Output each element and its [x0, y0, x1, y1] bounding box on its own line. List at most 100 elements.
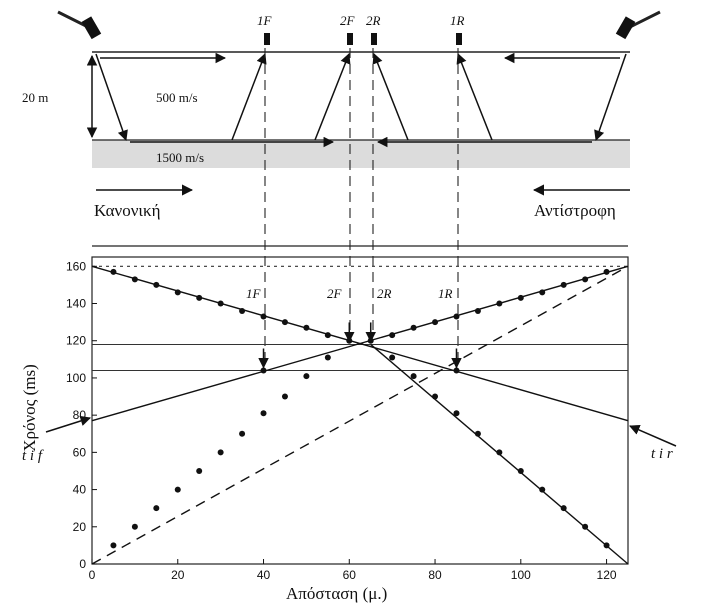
y-tick-label-60: 60 [73, 445, 87, 459]
data-point-38 [411, 373, 417, 379]
reverse-label: Αντίστροφη [534, 201, 616, 221]
annotation-arrows [264, 322, 457, 367]
geophone-icon-1f [264, 33, 270, 45]
x-ticks: 0 20 40 60 80 100 120 [89, 559, 617, 582]
data-point-32 [518, 295, 524, 301]
data-point-40 [453, 410, 459, 416]
plot-frame [92, 257, 628, 564]
hammer-icon-right [616, 12, 660, 39]
data-point-8 [282, 394, 288, 400]
data-point-28 [432, 319, 438, 325]
geophone-icon-2f [347, 33, 353, 45]
data-point-47 [604, 542, 610, 548]
data-point-3 [175, 487, 181, 493]
data-point-11 [110, 269, 116, 275]
data-point-19 [282, 319, 288, 325]
data-point-14 [175, 289, 181, 295]
projection-lines [265, 48, 458, 360]
forward-label: Κανονική [94, 201, 160, 221]
data-point-39 [432, 394, 438, 400]
intercept-arrow-reverse [630, 426, 676, 446]
plot-label-2f: 2F [327, 286, 341, 302]
y-tick-label-120: 120 [66, 334, 86, 348]
data-point-2 [153, 505, 159, 511]
intercept-arrow-forward [46, 418, 90, 432]
data-point-44 [539, 487, 545, 493]
data-points [110, 269, 609, 549]
data-point-29 [453, 314, 459, 320]
y-tick-label-160: 160 [66, 259, 86, 273]
upgoing-ray-1r [458, 54, 492, 140]
data-point-15 [196, 295, 202, 301]
data-point-1 [132, 524, 138, 530]
data-point-7 [261, 410, 267, 416]
x-tick-label-40: 40 [257, 568, 271, 582]
data-point-4 [196, 468, 202, 474]
geophone-label-1r: 1R [450, 13, 464, 29]
depth-label: 20 m [22, 90, 48, 106]
geophone-label-2f: 2F [340, 13, 354, 29]
x-tick-label-80: 80 [428, 568, 442, 582]
y-tick-label-140: 140 [66, 297, 86, 311]
data-point-20 [303, 325, 309, 331]
data-point-35 [582, 276, 588, 282]
data-point-0 [110, 542, 116, 548]
traveltime-plot: 0 20 40 60 80 100 120 0 20 40 60 80 100 120 140 160 [46, 257, 676, 582]
upgoing-ray-2f [315, 54, 349, 140]
data-point-41 [475, 431, 481, 437]
data-point-23 [261, 367, 267, 373]
plot-label-2r: 2R [377, 286, 391, 302]
data-point-42 [496, 449, 502, 455]
x-tick-label-120: 120 [597, 568, 617, 582]
y-tick-label-20: 20 [73, 520, 87, 534]
series-line-0 [92, 266, 628, 564]
reference-lines [92, 266, 628, 370]
data-point-46 [582, 524, 588, 530]
data-point-43 [518, 468, 524, 474]
y-tick-label-40: 40 [73, 483, 87, 497]
geophone-label-1f: 1F [257, 13, 271, 29]
data-point-9 [303, 373, 309, 379]
data-point-16 [218, 301, 224, 307]
geophone-icon-1r [456, 33, 462, 45]
intercept-label-reverse: t i r [651, 446, 673, 463]
data-point-26 [389, 332, 395, 338]
data-point-36 [604, 269, 610, 275]
data-point-21 [325, 332, 331, 338]
downgoing-ray-forward [96, 54, 126, 140]
lower-velocity-label: 1500 m/s [156, 150, 204, 166]
x-tick-label-20: 20 [171, 568, 185, 582]
data-point-37 [389, 354, 395, 360]
plot-label-1r: 1R [438, 286, 452, 302]
data-point-12 [132, 276, 138, 282]
plot-label-1f: 1F [246, 286, 260, 302]
x-tick-label-100: 100 [511, 568, 531, 582]
data-point-30 [475, 308, 481, 314]
y-tick-label-100: 100 [66, 371, 86, 385]
x-axis-label: Απόσταση (μ.) [286, 584, 387, 604]
data-point-27 [411, 325, 417, 331]
data-point-33 [539, 289, 545, 295]
data-point-6 [239, 431, 245, 437]
x-tick-label-0: 0 [89, 568, 96, 582]
downgoing-ray-reverse [596, 54, 626, 140]
x-tick-label-60: 60 [343, 568, 357, 582]
traveltime-lines [92, 266, 628, 564]
upper-velocity-label: 500 m/s [156, 90, 198, 106]
data-point-10 [325, 354, 331, 360]
data-point-13 [153, 282, 159, 288]
data-point-34 [561, 282, 567, 288]
data-point-31 [496, 301, 502, 307]
data-point-24 [453, 367, 459, 373]
data-point-45 [561, 505, 567, 511]
data-point-18 [261, 314, 267, 320]
upgoing-ray-2r [374, 54, 408, 140]
upgoing-ray-1f [232, 54, 265, 140]
geophone-icon-2r [371, 33, 377, 45]
y-tick-label-0: 0 [79, 557, 86, 571]
data-point-17 [239, 308, 245, 314]
hammer-icon-left [58, 12, 101, 39]
data-point-5 [218, 449, 224, 455]
y-axis-label: Χρόνος (ms) [20, 364, 40, 452]
